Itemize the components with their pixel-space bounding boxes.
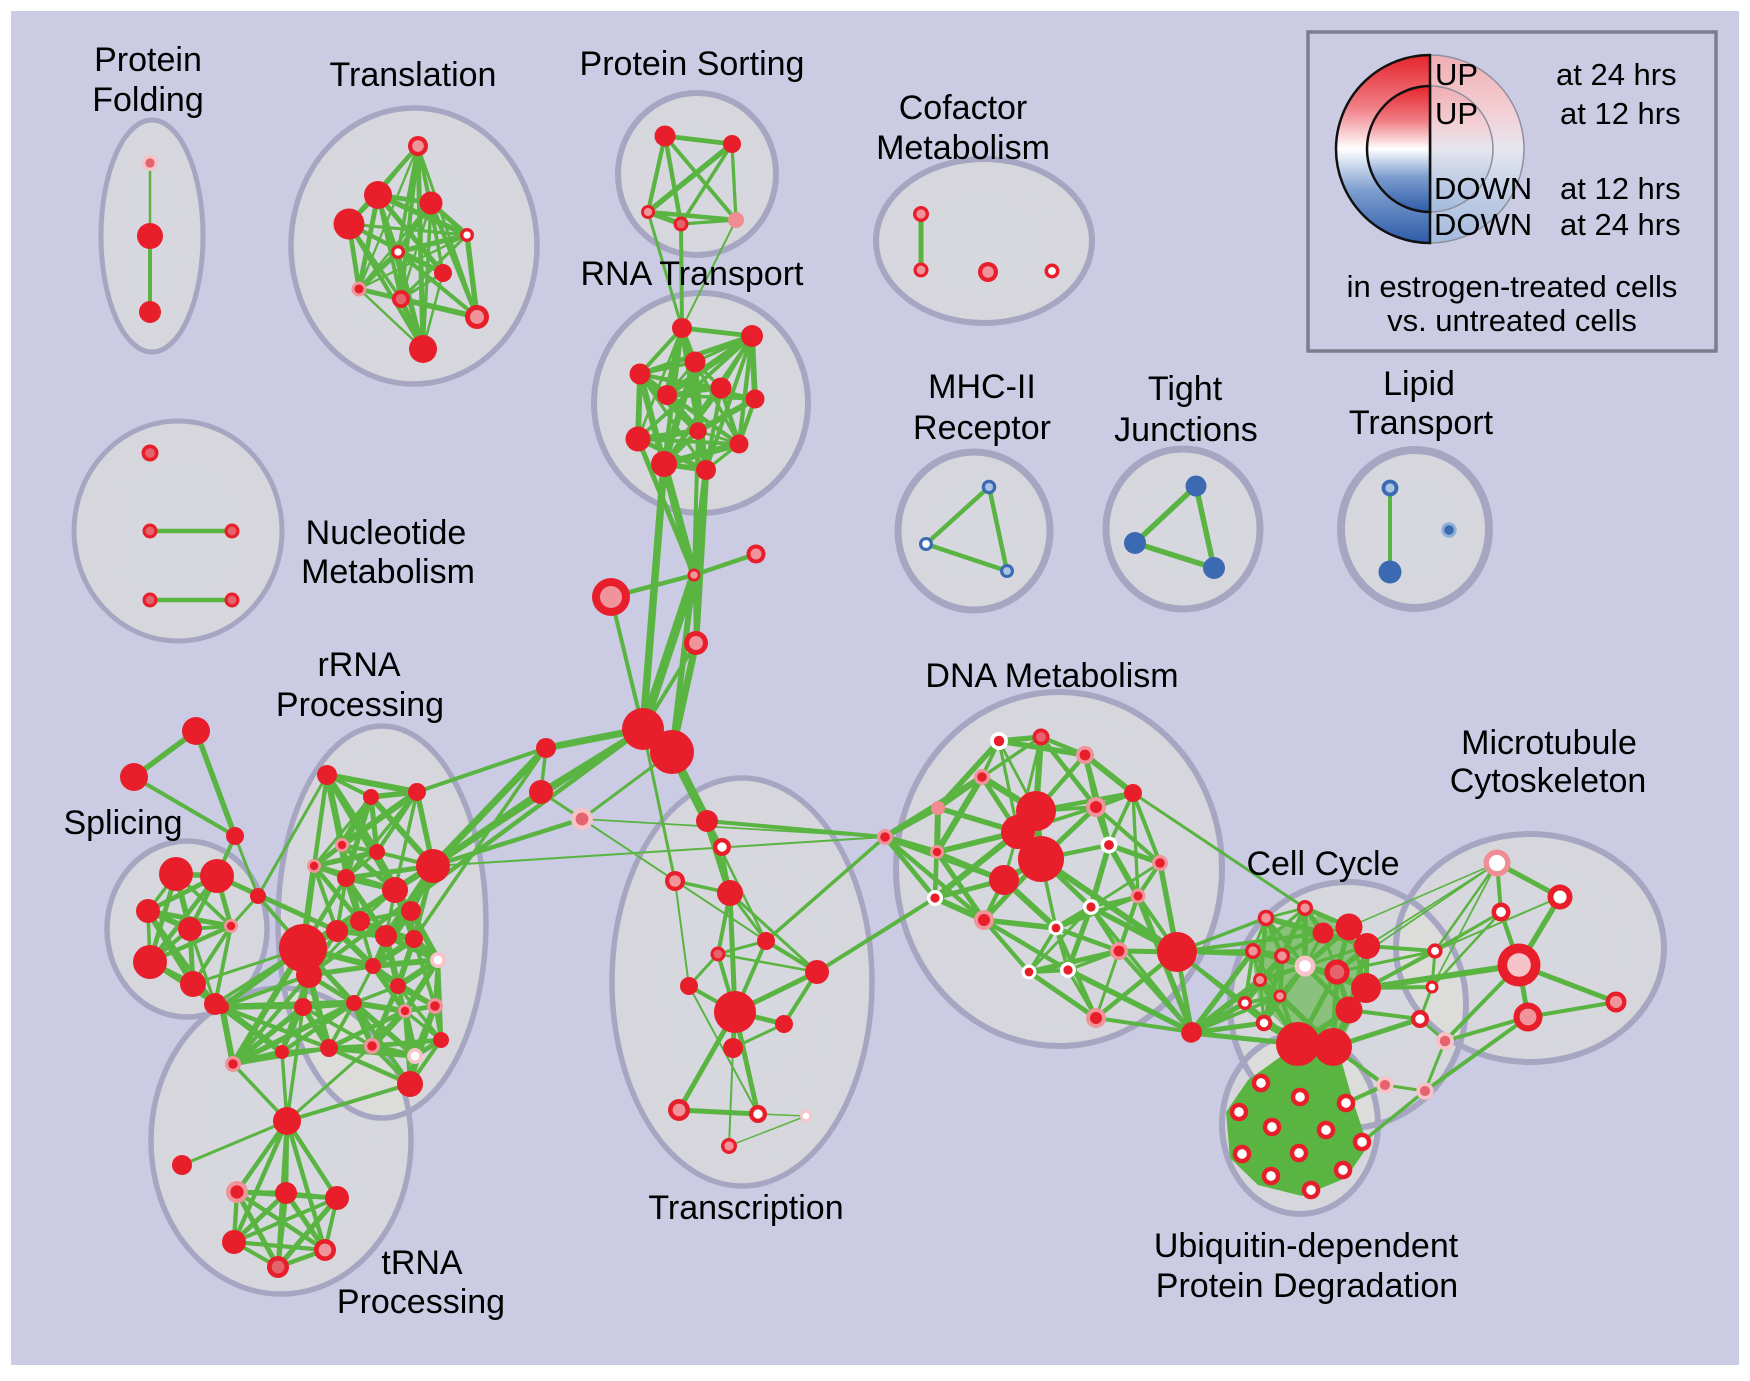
- svg-text:Processing: Processing: [276, 686, 444, 724]
- svg-text:Nucleotide: Nucleotide: [306, 514, 467, 552]
- svg-text:DNA Metabolism: DNA Metabolism: [925, 657, 1178, 695]
- svg-text:at 12 hrs: at 12 hrs: [1560, 96, 1681, 131]
- svg-text:DOWN: DOWN: [1434, 171, 1532, 206]
- svg-text:RNA Transport: RNA Transport: [581, 255, 805, 293]
- svg-text:DOWN: DOWN: [1434, 207, 1532, 242]
- svg-text:Cell Cycle: Cell Cycle: [1246, 845, 1399, 883]
- svg-text:Transcription: Transcription: [648, 1189, 843, 1227]
- svg-text:Ubiquitin-dependent: Ubiquitin-dependent: [1154, 1227, 1459, 1265]
- svg-text:at 12 hrs: at 12 hrs: [1560, 171, 1681, 206]
- svg-text:vs. untreated cells: vs. untreated cells: [1387, 303, 1637, 338]
- svg-text:Lipid: Lipid: [1383, 365, 1455, 403]
- svg-text:in estrogen-treated cells: in estrogen-treated cells: [1347, 269, 1678, 304]
- svg-text:Protein: Protein: [94, 41, 202, 79]
- svg-text:Processing: Processing: [337, 1283, 505, 1321]
- svg-text:MHC-II: MHC-II: [928, 368, 1036, 406]
- svg-text:Splicing: Splicing: [63, 804, 182, 842]
- svg-text:Microtubule: Microtubule: [1461, 724, 1637, 762]
- svg-text:Junctions: Junctions: [1114, 411, 1258, 449]
- svg-text:Protein Degradation: Protein Degradation: [1156, 1267, 1458, 1305]
- svg-text:tRNA: tRNA: [381, 1244, 463, 1282]
- svg-text:Protein Sorting: Protein Sorting: [580, 45, 805, 83]
- svg-text:Receptor: Receptor: [913, 409, 1051, 447]
- svg-text:Metabolism: Metabolism: [876, 129, 1050, 167]
- svg-text:rRNA: rRNA: [317, 646, 400, 684]
- svg-text:Translation: Translation: [330, 56, 497, 94]
- svg-text:Cytoskeleton: Cytoskeleton: [1450, 762, 1647, 800]
- svg-text:Cofactor: Cofactor: [899, 89, 1028, 127]
- svg-text:Folding: Folding: [92, 81, 204, 119]
- svg-text:at 24 hrs: at 24 hrs: [1560, 207, 1681, 242]
- svg-text:Transport: Transport: [1349, 404, 1494, 442]
- svg-text:at 24 hrs: at 24 hrs: [1556, 57, 1677, 92]
- svg-text:UP: UP: [1435, 57, 1478, 92]
- svg-text:Tight: Tight: [1148, 370, 1223, 408]
- svg-text:UP: UP: [1435, 96, 1478, 131]
- svg-text:Metabolism: Metabolism: [301, 553, 475, 591]
